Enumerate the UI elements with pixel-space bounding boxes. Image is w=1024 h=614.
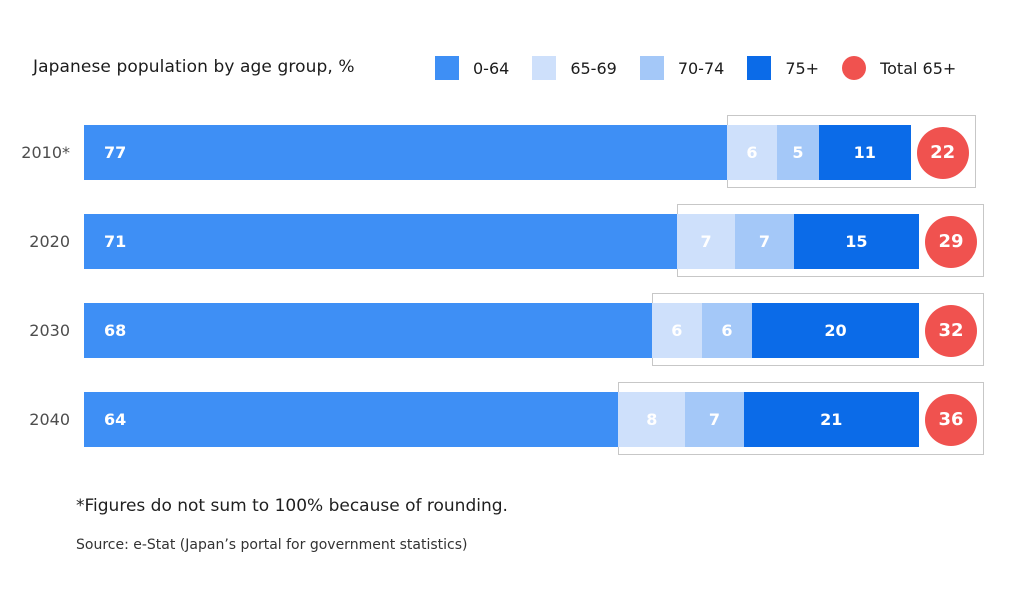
segment-value-label: 7 (708, 410, 720, 429)
segment-value-label: 6 (671, 321, 683, 340)
bar-segment-65-69: 6 (726, 125, 778, 180)
bar-stack: 68 6 6 20 32 (84, 293, 984, 366)
chart-row-2030: 2030 68 6 6 20 32 (0, 293, 1024, 366)
legend-square-swatch (747, 56, 772, 80)
legend-item-65-69: 65-69 (532, 56, 617, 80)
segment-value-label: 71 (104, 232, 127, 251)
legend: 0-64 65-69 70-74 75+ Total 65+ (435, 56, 956, 80)
total-65plus-circle: 36 (924, 393, 977, 446)
legend-circle-swatch (842, 56, 867, 80)
total-65plus-circle: 32 (924, 304, 977, 357)
total-65plus-circle: 22 (916, 126, 969, 179)
legend-label: 75+ (785, 58, 820, 78)
bar-segment-65-69: 8 (618, 392, 686, 447)
legend-item-75-: 75+ (747, 56, 819, 80)
legend-label: Total 65+ (880, 58, 957, 78)
segment-value-label: 5 (792, 143, 804, 162)
segment-value-label: 6 (721, 321, 733, 340)
legend-item-70-74: 70-74 (639, 56, 725, 80)
total-65plus-circle: 29 (924, 215, 977, 268)
segment-value-label: 20 (824, 321, 847, 340)
bar-segment-75-: 21 (743, 392, 919, 447)
bar-segment-0-64: 68 (84, 303, 652, 358)
segment-value-label: 64 (104, 410, 127, 429)
segment-value-label: 15 (845, 232, 868, 251)
bar-segment-70-74: 7 (685, 392, 744, 447)
segment-value-label: 7 (758, 232, 771, 251)
bar-segment-70-74: 6 (701, 303, 752, 358)
bar-stack: 77 6 5 11 22 (84, 115, 976, 188)
chart-title: Japanese population by age group, % (33, 57, 355, 77)
bar-stack: 64 8 7 21 36 (84, 382, 984, 455)
bar-segment-75-: 20 (751, 303, 919, 358)
legend-item-0-64: 0-64 (435, 56, 509, 80)
segment-value-label: 77 (104, 143, 127, 162)
bar-segment-0-64: 77 (84, 125, 727, 180)
legend-square-swatch (435, 56, 459, 80)
segment-value-label: 6 (746, 143, 758, 162)
footnote: *Figures do not sum to 100% because of r… (76, 496, 508, 516)
segment-value-label: 11 (853, 143, 876, 162)
segment-value-label: 7 (700, 232, 712, 251)
bar-segment-70-74: 7 (735, 214, 794, 269)
year-label: 2030 (29, 321, 70, 340)
segment-value-label: 21 (820, 410, 843, 429)
chart-row-2010: 2010* 77 6 5 11 22 (0, 115, 1024, 188)
legend-item-total-65-: Total 65+ (842, 56, 956, 80)
chart-row-2020: 2020 71 7 7 15 29 (0, 204, 1024, 277)
bar-segment-65-69: 7 (676, 214, 736, 269)
legend-square-swatch (639, 56, 664, 80)
bar-segment-0-64: 64 (84, 392, 619, 447)
segment-value-label: 68 (104, 321, 127, 340)
bar-segment-65-69: 6 (651, 303, 702, 358)
bar-stack: 71 7 7 15 29 (84, 204, 984, 277)
legend-label: 70-74 (677, 58, 725, 78)
legend-label: 0-64 (473, 58, 510, 78)
legend-label: 65-69 (570, 58, 617, 78)
year-label: 2040 (29, 410, 70, 429)
bar-segment-75-: 15 (793, 214, 919, 269)
year-label: 2010* (21, 143, 70, 162)
chart-rows: 2010* 77 6 5 11 22 2020 71 7 7 15 29 2030 68 6 6 20 32 204… (0, 115, 1024, 481)
legend-square-swatch (532, 56, 557, 80)
year-label: 2020 (29, 232, 70, 251)
chart-row-2040: 2040 64 8 7 21 36 (0, 382, 1024, 455)
bar-segment-70-74: 5 (777, 125, 819, 180)
bar-segment-75-: 11 (818, 125, 911, 180)
source-note: Source: e-Stat (Japan’s portal for gover… (76, 537, 468, 553)
segment-value-label: 8 (646, 410, 658, 429)
bar-segment-0-64: 71 (84, 214, 677, 269)
